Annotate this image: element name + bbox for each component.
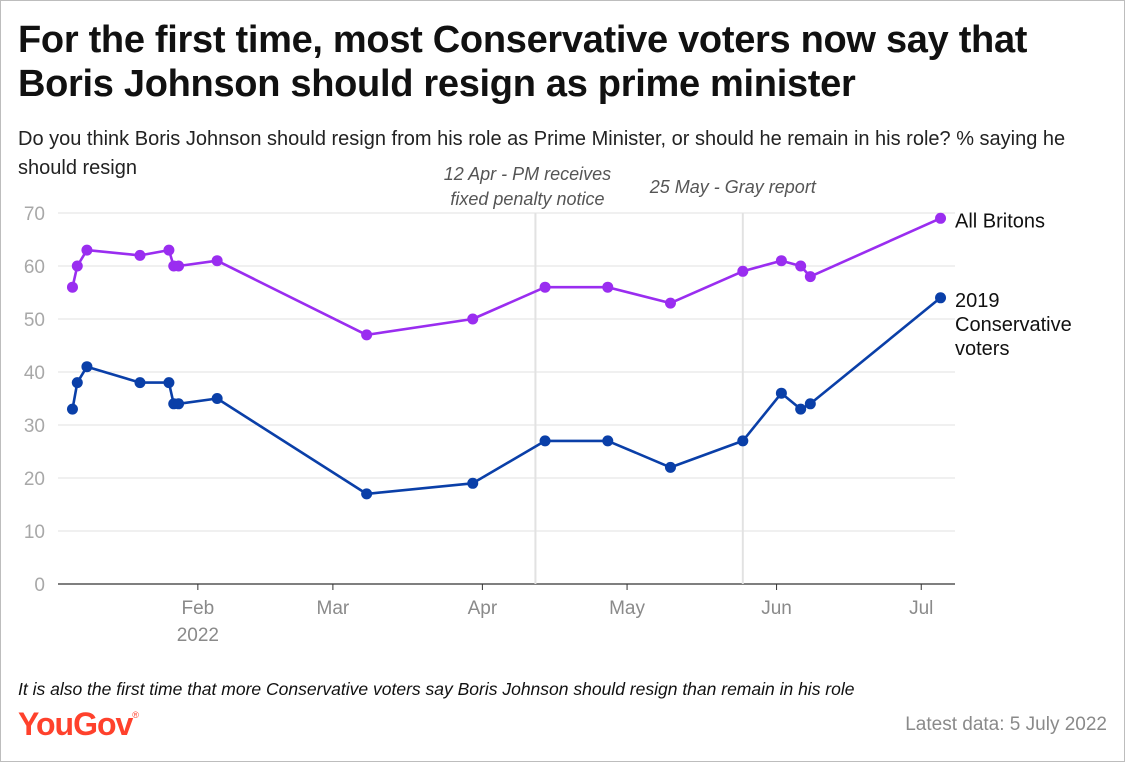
data-point [66, 281, 78, 293]
y-tick-label: 10 [24, 522, 45, 543]
data-point [173, 398, 185, 410]
y-tick-label: 30 [24, 416, 45, 437]
x-tick-label: Feb [181, 598, 214, 619]
data-point [737, 435, 749, 447]
y-tick-label: 60 [24, 257, 45, 278]
data-point [602, 435, 614, 447]
event-annotations: 12 Apr - PM receives fixed penalty notice… [444, 164, 817, 584]
data-point [664, 461, 676, 473]
data-point [71, 377, 83, 389]
data-point [795, 260, 807, 272]
x-tick-label: Mar [317, 598, 350, 619]
data-point [211, 393, 223, 404]
x-tick-label: Jun [761, 598, 792, 619]
series-label: 2019 [955, 290, 1000, 312]
chart-title: For the first time, most Conservative vo… [18, 19, 1028, 105]
series-label: Conservative [955, 314, 1072, 336]
data-point [935, 292, 947, 304]
y-tick-label: 70 [24, 204, 45, 225]
data-point [539, 281, 551, 293]
latest-data-note: Latest data: 5 July 2022 [905, 714, 1107, 735]
x-tick-label: Jul [909, 598, 933, 619]
series-group [66, 212, 947, 500]
series-label: All Britons [955, 210, 1045, 232]
y-tick-label: 50 [24, 310, 45, 331]
chart-subtitle: Do you think Boris Johnson should resign… [18, 128, 1066, 179]
data-point [66, 403, 78, 415]
data-point [134, 249, 146, 261]
data-point [664, 297, 676, 309]
data-point [775, 255, 787, 267]
y-axis: 0 10 20 30 40 50 60 70 [24, 204, 45, 596]
data-point [539, 435, 551, 447]
data-point [173, 260, 185, 272]
y-tick-label: 40 [24, 363, 45, 384]
x-axis: Feb 2022 Mar Apr May Jun Jul [177, 584, 933, 646]
yougov-logo[interactable]: YouGov® [18, 706, 139, 743]
gridlines [58, 212, 955, 585]
data-point [361, 329, 373, 341]
series-line [71, 296, 942, 496]
x-tick-sublabel: 2022 [177, 625, 219, 646]
data-point [935, 212, 947, 224]
series-label: voters [955, 338, 1009, 360]
brand-name: YouGov [18, 706, 133, 742]
y-tick-label: 0 [34, 575, 45, 596]
data-point [804, 271, 816, 283]
event-label: 25 May - Gray report [649, 177, 817, 197]
data-point [775, 387, 787, 399]
data-point [804, 398, 816, 410]
data-point [361, 488, 373, 500]
event-label: 12 Apr - PM receives [444, 164, 611, 184]
data-point [163, 244, 175, 256]
data-point [467, 477, 479, 489]
data-point [81, 244, 93, 256]
footnote: It is also the first time that more Cons… [18, 679, 855, 699]
data-point [467, 313, 479, 325]
data-point [81, 361, 93, 373]
y-tick-label: 20 [24, 469, 45, 490]
x-tick-label: May [609, 598, 645, 619]
data-point [602, 281, 614, 293]
x-tick-label: Apr [468, 598, 498, 619]
registered-mark: ® [132, 710, 139, 720]
data-point [134, 377, 146, 389]
data-point [795, 403, 807, 415]
data-point [71, 260, 83, 272]
data-point [211, 255, 223, 267]
event-label: fixed penalty notice [450, 189, 604, 209]
data-point [163, 377, 175, 389]
data-point [737, 265, 749, 277]
